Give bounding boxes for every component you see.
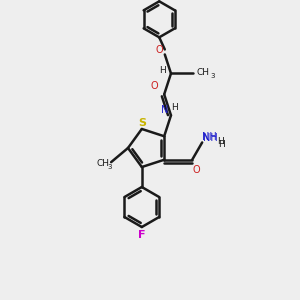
Text: H: H [172,103,178,112]
Text: H: H [160,66,167,75]
Text: H: H [217,137,224,146]
Text: NH: NH [203,134,218,143]
Text: CH: CH [97,159,110,168]
Text: CH: CH [196,68,209,77]
Text: NH: NH [202,132,217,142]
Text: F: F [138,230,146,240]
Text: S: S [138,118,146,128]
Text: O: O [150,81,158,92]
Text: 3: 3 [211,74,215,80]
Text: O: O [192,165,200,175]
Text: N: N [161,105,169,115]
Text: O: O [156,46,164,56]
Text: H: H [218,140,225,149]
Text: 3: 3 [108,164,112,170]
